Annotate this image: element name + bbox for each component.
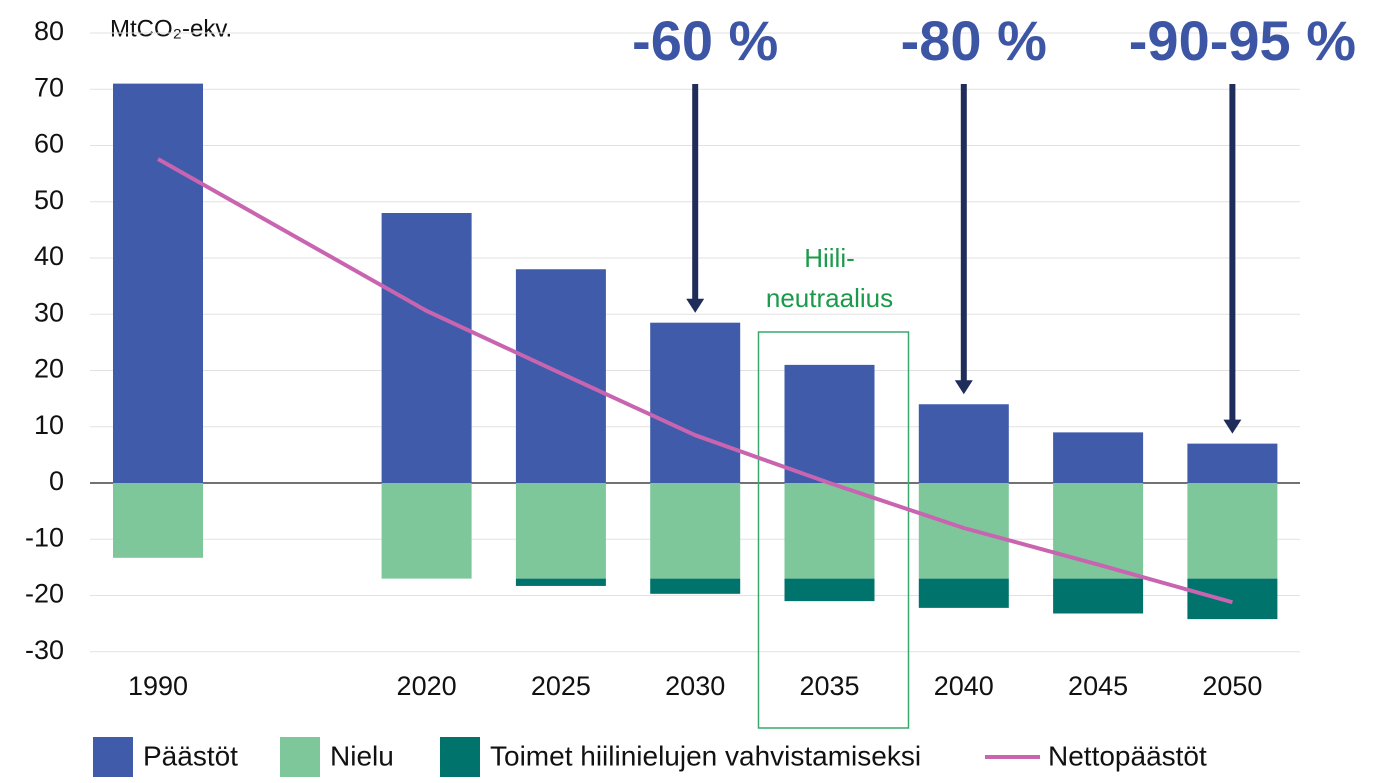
legend-swatch [93,737,133,777]
x-tick-label: 2020 [397,671,457,701]
bar [650,322,741,483]
x-tick-label: 2040 [934,671,994,701]
x-tick-label: 2030 [665,671,725,701]
y-tick-label: 50 [34,185,64,215]
bar [784,483,875,579]
y-tick-label: -10 [25,522,64,552]
bar [515,578,606,586]
y-tick-label: 20 [34,354,64,384]
legend-swatch [440,737,480,777]
x-tick-label: 2035 [799,671,859,701]
legend-label: Nettopäästöt [1048,740,1207,771]
annotation: -90-95 % [1129,9,1356,72]
bar [515,483,606,579]
bar [650,578,741,594]
legend-label: Nielu [330,740,394,771]
y-tick-label: -30 [25,635,64,665]
highlight-label: Hiili- [804,243,855,273]
bar [1187,578,1278,620]
bar [918,404,1009,483]
y-tick-label: 70 [34,72,64,102]
x-tick-label: 2045 [1068,671,1128,701]
bar [918,483,1009,579]
highlight-box [757,331,910,729]
bar [1187,443,1278,483]
x-tick-label: 1990 [128,671,188,701]
bar [113,83,203,483]
bar [784,364,875,483]
bar [1053,432,1144,483]
y-axis-label: MtCO₂-ekv. [110,15,232,42]
legend-label: Päästöt [143,740,238,771]
annotation: -60 % [632,9,778,72]
annotation: -80 % [901,9,1047,72]
x-tick-label: 2050 [1202,671,1262,701]
y-tick-label: -20 [25,579,64,609]
y-tick-label: 80 [34,16,64,46]
arrow-head [954,380,973,395]
y-tick-label: 30 [34,297,64,327]
y-tick-label: 0 [49,466,64,496]
bar [1053,578,1144,614]
legend-label: Toimet hiilinielujen vahvistamiseksi [490,740,921,771]
bar [650,483,741,579]
arrow-head [1223,419,1242,434]
bar [918,578,1009,608]
arrow-head [686,298,705,313]
bar [1187,483,1278,579]
highlight-label: neutraalius [766,283,893,313]
legend-swatch [280,737,320,777]
y-tick-label: 40 [34,241,64,271]
line [157,157,1233,605]
y-tick-label: 10 [34,410,64,440]
bar [515,269,606,483]
y-tick-label: 60 [34,129,64,159]
bar [784,578,875,602]
bar [381,483,472,579]
bar [113,483,203,558]
bar [381,213,472,483]
x-tick-label: 2025 [531,671,591,701]
